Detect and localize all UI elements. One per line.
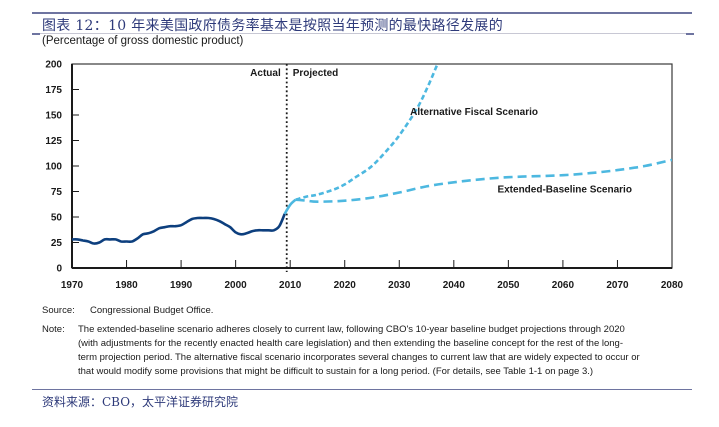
figure-title: 图表 12：10 年来美国政府债务率基本是按照当年预测的最快路径发展的 (42, 18, 504, 34)
x-tick-label: 1970 (61, 280, 84, 291)
x-tick-label: 2070 (606, 280, 629, 291)
bottom-rule (32, 389, 692, 390)
x-tick-label: 2030 (388, 280, 411, 291)
x-tick-label: 2010 (279, 280, 302, 291)
title-divider-right-mark (686, 33, 694, 35)
y-tick-label: 175 (45, 85, 62, 96)
y-tick-label: 150 (45, 111, 62, 122)
y-tick-label: 200 (45, 60, 62, 71)
series-lines (72, 64, 672, 245)
series-annotation: Alternative Fiscal Scenario (410, 107, 538, 118)
note-label: Note: (42, 324, 65, 335)
series-line-alternative-fiscal-scenario (295, 64, 439, 201)
y-tick-label: 125 (45, 136, 62, 147)
x-tick-label: 2040 (443, 280, 466, 291)
note-line: that would modify some provisions that m… (78, 366, 594, 377)
note-line: term projection period. The alternative … (78, 352, 640, 363)
series-line-extended-baseline-scenario (295, 158, 672, 204)
y-tick-label: 25 (51, 238, 63, 249)
x-tick-label: 1980 (115, 280, 138, 291)
series-annotation: Extended-Baseline Scenario (497, 184, 632, 195)
projected-label: Projected (293, 68, 339, 79)
chart-labels: Actual Projected Alternative Fiscal Scenar… (250, 68, 632, 195)
x-tick-label: 1990 (170, 280, 193, 291)
title-divider (32, 33, 692, 34)
axes: 0 25 50 75 100 125 150 175 200 1970 1980 1990 2000 20… (45, 60, 683, 292)
source-label: Source: (42, 305, 75, 316)
x-tick-label: 2000 (225, 280, 248, 291)
top-rule (32, 12, 692, 14)
x-tick-label: 2050 (497, 280, 520, 291)
y-tick-label: 50 (51, 213, 63, 224)
footer-source: 资料来源：CBO，太平洋证券研究院 (42, 395, 239, 409)
y-axis-unit-label: (Percentage of gross domestic product) (42, 35, 244, 47)
note-text: The extended-baseline scenario adheres c… (78, 323, 698, 379)
x-tick-label: 2060 (552, 280, 575, 291)
y-tick-label: 75 (51, 187, 63, 198)
note-line: (with adjustments for the recently enact… (78, 338, 623, 349)
source-text: Congressional Budget Office. (90, 305, 214, 316)
series-line-actual (72, 213, 286, 245)
title-divider-left-mark (32, 33, 40, 35)
actual-label: Actual (250, 68, 281, 79)
debt-chart: 0 25 50 75 100 125 150 175 200 1970 1980 1990 2000 20… (45, 60, 683, 292)
y-tick-label: 100 (45, 162, 62, 173)
x-tick-label: 2080 (661, 280, 684, 291)
x-tick-label: 2020 (334, 280, 357, 291)
source-line: Source: Congressional Budget Office. (42, 305, 213, 316)
y-tick-label: 0 (56, 264, 62, 275)
note-line: The extended-baseline scenario adheres c… (78, 324, 625, 335)
series-line-near-term-projection (283, 198, 297, 215)
